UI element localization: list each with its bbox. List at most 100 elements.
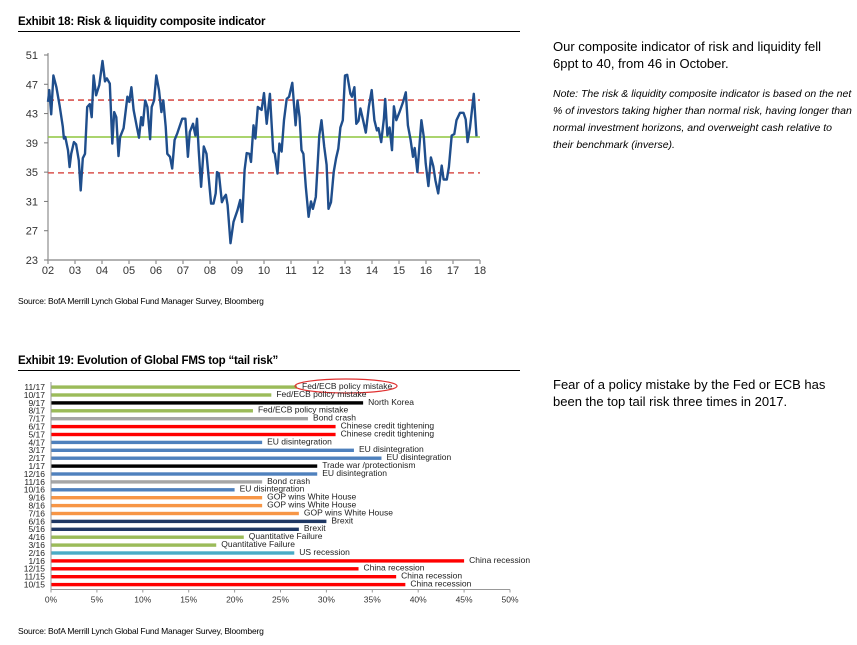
bar <box>51 527 299 531</box>
x-tick-label: 07 <box>177 265 189 277</box>
exhibit19-commentary: Fear of a policy mistake by the Fed or E… <box>553 377 826 409</box>
bar <box>51 567 359 571</box>
exhibit18-commentary: Our composite indicator of risk and liqu… <box>553 39 822 71</box>
bar <box>51 551 295 555</box>
y-tick-label: 47 <box>26 79 38 91</box>
bar <box>51 456 382 460</box>
x-tick-label: 18 <box>474 265 486 277</box>
bar-risk-label: EU disintegration <box>386 452 451 462</box>
bar <box>51 543 217 547</box>
bar <box>51 503 263 508</box>
x-tick-label: 04 <box>96 265 108 277</box>
x-tick-label: 08 <box>204 265 216 277</box>
x-tick-label: 12 <box>312 265 324 277</box>
y-tick-label: 35 <box>26 167 38 179</box>
bar-risk-label: US recession <box>299 547 350 557</box>
exhibit18-title-rule <box>18 31 520 32</box>
x-tick-label: 03 <box>69 265 81 277</box>
x-tick-label: 45% <box>456 595 473 605</box>
bar-date-label: 8/16 <box>28 501 45 511</box>
x-tick-label: 11 <box>285 265 296 277</box>
bar-risk-label: China recession <box>364 563 425 573</box>
x-tick-label: 06 <box>150 265 162 277</box>
x-tick-label: 30% <box>318 595 335 605</box>
bar <box>51 424 336 429</box>
bar <box>51 496 263 500</box>
exhibit19-title-rule <box>18 370 520 371</box>
bar-risk-label: Brexit <box>331 515 353 525</box>
bar-risk-label: China recession <box>469 555 530 565</box>
x-tick-label: 10 <box>258 265 270 277</box>
bar-date-label: 10/16 <box>24 485 46 495</box>
bar-date-label: 2/17 <box>28 453 45 463</box>
bar-date-label: 11/15 <box>24 572 45 582</box>
bar-risk-label: EU disintegration <box>322 468 387 478</box>
y-tick-label: 51 <box>26 50 38 62</box>
bar-risk-label: Fed/ECB policy mistake <box>258 405 348 415</box>
bar <box>51 582 406 587</box>
bar-date-label: 6/17 <box>28 422 45 432</box>
x-tick-label: 20% <box>226 595 243 605</box>
bar-risk-label: EU disintegration <box>240 484 305 494</box>
bar <box>51 409 253 413</box>
exhibit19-source: Source: BofA Merrill Lynch Global Fund M… <box>18 626 264 636</box>
x-tick-label: 40% <box>410 595 427 605</box>
bar-risk-label: China recession <box>410 579 471 589</box>
bar-date-label: 12/16 <box>24 469 46 479</box>
bar-risk-label: Fed/ECB policy mistake <box>302 381 392 391</box>
bar <box>51 385 298 389</box>
bar-risk-label: GOP wins White House <box>304 507 393 517</box>
bar <box>51 480 263 484</box>
bar <box>51 464 318 468</box>
bar <box>51 488 235 492</box>
bar-date-label: 4/17 <box>28 437 45 447</box>
bar <box>51 432 336 437</box>
bar-date-label: 7/16 <box>28 508 45 518</box>
bar-risk-label: Trade war /protectionism <box>322 460 415 470</box>
bar-risk-label: Quantitative Failure <box>249 531 323 541</box>
x-tick-label: 5% <box>91 595 104 605</box>
y-tick-label: 43 <box>26 109 38 121</box>
bar-date-label: 1/17 <box>28 461 45 471</box>
bar-risk-label: China recession <box>401 571 462 581</box>
bar-date-label: 2/16 <box>28 548 45 558</box>
bar <box>51 472 318 476</box>
bar-date-label: 10/17 <box>24 390 46 400</box>
x-tick-label: 14 <box>366 265 378 277</box>
bar-risk-label: EU disintegration <box>359 444 424 454</box>
bar-date-label: 3/16 <box>28 540 45 550</box>
x-tick-label: 35% <box>364 595 381 605</box>
bar-date-label: 8/17 <box>28 406 45 416</box>
bar <box>51 559 465 563</box>
x-tick-label: 15 <box>393 265 405 277</box>
bar <box>51 575 397 579</box>
bar <box>51 519 327 524</box>
bar-date-label: 11/17 <box>24 382 45 392</box>
x-tick-label: 16 <box>420 265 432 277</box>
exhibit18-title: Exhibit 18: Risk & liquidity composite i… <box>18 16 266 28</box>
x-tick-label: 0% <box>45 595 58 605</box>
x-tick-label: 25% <box>272 595 289 605</box>
bar-risk-label: GOP wins White House <box>267 500 356 510</box>
y-tick-label: 31 <box>26 196 38 208</box>
bar-risk-label: Fed/ECB policy mistake <box>276 389 366 399</box>
bar-date-label: 6/16 <box>28 516 45 526</box>
bar <box>51 417 309 421</box>
bar-risk-label: Chinese credit tightening <box>341 421 435 431</box>
y-tick-label: 39 <box>26 138 38 150</box>
bar <box>51 511 299 516</box>
exhibit19-title: Exhibit 19: Evolution of Global FMS top … <box>18 355 279 367</box>
exhibit18-note: Note: The risk & liquidity composite ind… <box>553 88 852 151</box>
bar <box>51 393 272 397</box>
bar-date-label: 1/16 <box>28 556 45 566</box>
highlight-ellipse <box>294 378 398 394</box>
x-tick-label: 17 <box>447 265 459 277</box>
y-tick-label: 23 <box>26 255 38 267</box>
bar-risk-label: Brexit <box>304 523 326 533</box>
bar-date-label: 9/16 <box>28 493 45 503</box>
bar-risk-label: North Korea <box>368 397 414 407</box>
bar-date-label: 4/16 <box>28 532 45 542</box>
bar <box>51 440 263 445</box>
bar-date-label: 5/17 <box>28 429 45 439</box>
bar-risk-label: Chinese credit tightening <box>341 428 435 438</box>
